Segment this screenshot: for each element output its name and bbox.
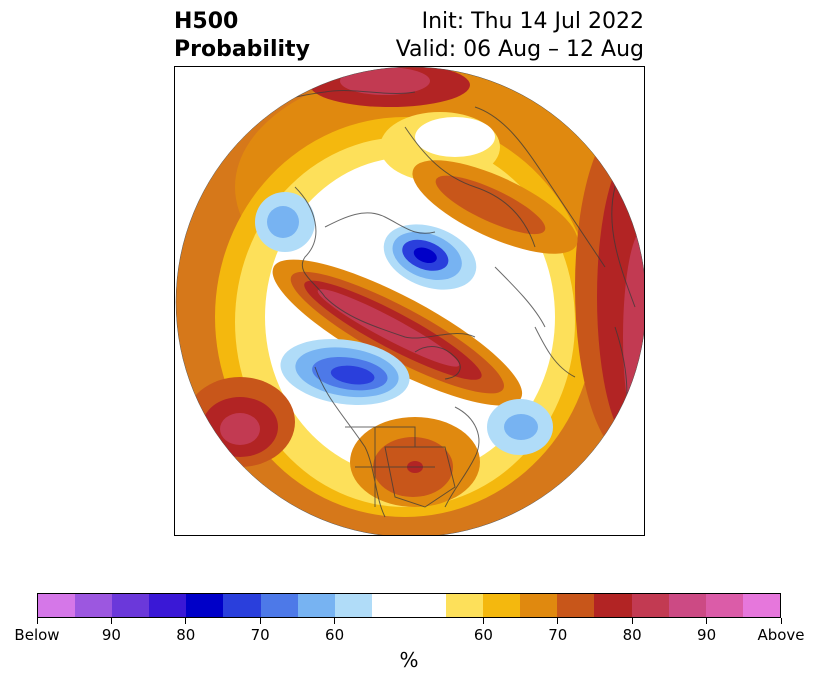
title-left: H500 Probability [174,8,310,64]
colorbar-segment [297,594,335,617]
colorbar-tick [259,618,261,624]
colorbar-segment [483,594,521,617]
colorbar [37,593,781,618]
colorbar-tick [631,618,633,624]
colorbar-tick-label: 90 [101,626,121,644]
colorbar-segment [557,594,595,617]
colorbar-segment [594,594,632,617]
colorbar-segment [38,594,76,617]
colorbar-segment [668,594,706,617]
colorbar-tick-label: 60 [325,626,345,644]
colorbar-tick [185,618,187,624]
title-variable: H500 [174,9,239,34]
polar-map [175,67,644,535]
colorbar-tick [482,618,484,624]
colorbar-segment [705,594,743,617]
coastlines [234,86,636,518]
colorbar-tick-label: 90 [697,626,717,644]
colorbar-segment [75,594,113,617]
colorbar-segment [371,594,409,617]
colorbar-tick-label: 70 [250,626,270,644]
probability-field [176,67,644,535]
valid-range: Valid: 06 Aug – 12 Aug [395,37,644,62]
colorbar-tick [780,618,782,624]
colorbar-segment [186,594,224,617]
colorbar-segment [446,594,484,617]
colorbar-segment [223,594,261,617]
colorbar-segment [149,594,187,617]
colorbar-tick-label: 80 [176,626,196,644]
colorbar-segment [408,594,447,617]
colorbar-tick [334,618,336,624]
colorbar-tick [706,618,708,624]
init-date: Init: Thu 14 Jul 2022 [421,9,644,34]
colorbar-segment [112,594,150,617]
colorbar-tick [110,618,112,624]
colorbar-tick [36,618,38,624]
colorbar-segment [742,594,780,617]
colorbar-segment [631,594,669,617]
colorbar-segment [260,594,298,617]
colorbar-unit-label: % [399,648,419,672]
colorbar-tick-label: 80 [622,626,642,644]
title-right: Init: Thu 14 Jul 2022 Valid: 06 Aug – 12… [396,8,644,64]
colorbar-segment [334,594,372,617]
colorbar-tick-label: 70 [548,626,568,644]
colorbar-tick-label: Above [757,626,805,644]
title-type: Probability [174,37,310,62]
colorbar-tick [557,618,559,624]
colorbar-tick-label: 60 [473,626,493,644]
colorbar-segment [520,594,558,617]
colorbar-tick-label: Below [14,626,60,644]
map-panel [174,66,645,536]
